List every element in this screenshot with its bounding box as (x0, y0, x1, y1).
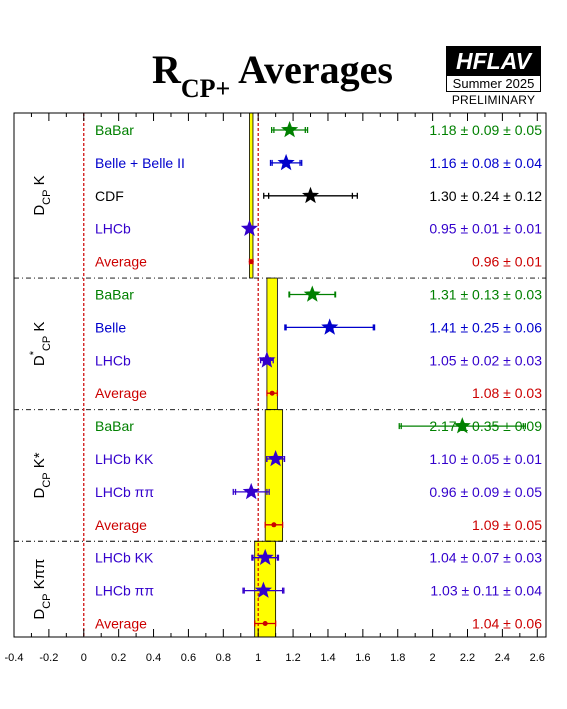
data-point (256, 548, 274, 565)
row-value: 0.96 ± 0.01 (472, 254, 542, 270)
title-main: R (152, 47, 181, 92)
x-tick-label: 1.6 (355, 652, 370, 664)
row-label: LHCb ππ (95, 583, 154, 599)
row-value: 1.08 ± 0.03 (472, 385, 542, 401)
data-point (258, 351, 276, 368)
data-point (262, 621, 268, 626)
row-value: 0.95 ± 0.01 ± 0.01 (429, 221, 542, 237)
row-label: Average (95, 254, 147, 270)
row-value: 0.96 ± 0.09 ± 0.05 (429, 484, 542, 500)
group-label: DCP Kππ (31, 559, 53, 620)
logo-name: HFLAV (446, 46, 541, 76)
group-label: DCP K* (31, 452, 53, 498)
data-point (269, 390, 275, 396)
row-label: Belle (95, 319, 126, 335)
row-value: 1.05 ± 0.02 ± 0.03 (429, 352, 542, 368)
data-point (321, 318, 339, 335)
row-value: 1.30 ± 0.24 ± 0.12 (429, 188, 542, 204)
x-tick-label: 0.6 (181, 652, 196, 664)
row-value: 1.10 ± 0.05 ± 0.01 (429, 451, 542, 467)
average-band (264, 409, 284, 542)
row-label: Belle + Belle II (95, 155, 185, 171)
row-label: BaBar (95, 287, 134, 303)
row-label: LHCb KK (95, 550, 154, 566)
data-point (303, 285, 321, 302)
row-value: 1.09 ± 0.05 (472, 517, 542, 533)
logo-edition: Summer 2025 (446, 76, 541, 92)
x-tick-label: 1.2 (285, 652, 300, 664)
row-label: Average (95, 385, 147, 401)
row-value: 1.41 ± 0.25 ± 0.06 (429, 319, 542, 335)
row-label: LHCb ππ (95, 484, 154, 500)
x-tick-label: 2.6 (530, 652, 545, 664)
x-tick-label: -0.4 (5, 652, 24, 664)
x-tick-label: 2.4 (495, 652, 510, 664)
row-label: LHCb (95, 221, 131, 237)
title-rest: Averages (230, 47, 393, 92)
x-tick-label: 2 (430, 652, 436, 664)
data-point (302, 186, 320, 204)
average-band (266, 277, 278, 411)
row-label: Average (95, 517, 147, 533)
logo-status: PRELIMINARY (451, 93, 536, 107)
row-label: BaBar (95, 122, 134, 138)
data-point (248, 259, 254, 265)
data-point (267, 450, 285, 467)
x-tick-label: 0.4 (146, 652, 161, 664)
group-label: DCP K (31, 175, 53, 215)
data-point (242, 482, 260, 500)
average-band (249, 112, 254, 279)
row-label: BaBar (95, 418, 134, 434)
hflav-logo: HFLAV Summer 2025 PRELIMINARY (446, 46, 541, 107)
row-value: 1.16 ± 0.08 ± 0.04 (429, 155, 542, 171)
row-value: 1.04 ± 0.06 (472, 616, 542, 632)
row-value: 1.04 ± 0.07 ± 0.03 (429, 550, 542, 566)
row-value: 1.18 ± 0.09 ± 0.05 (429, 122, 542, 138)
row-label: Average (95, 616, 147, 632)
x-tick-label: 2.2 (460, 652, 475, 664)
x-tick-label: -0.2 (39, 652, 58, 664)
chart-title: RCP+ Averages (152, 47, 393, 102)
row-value: 1.31 ± 0.13 ± 0.03 (429, 287, 542, 303)
data-point (281, 121, 299, 138)
x-tick-label: 0.2 (111, 652, 126, 664)
x-tick-label: 1.4 (320, 652, 335, 664)
row-label: LHCb (95, 352, 131, 368)
data-point (254, 581, 272, 598)
x-tick-label: 0 (81, 652, 87, 664)
plot-frame (13, 112, 547, 638)
row-label: LHCb KK (95, 451, 154, 467)
data-point (271, 522, 277, 528)
x-tick-label: 1.8 (390, 652, 405, 664)
data-point (240, 219, 258, 236)
data-point (453, 417, 471, 434)
data-point (277, 153, 295, 171)
x-tick-label: 1 (255, 652, 261, 664)
x-tick-label: 0.8 (216, 652, 231, 664)
row-label: CDF (95, 188, 124, 204)
row-value: 1.03 ± 0.11 ± 0.04 (430, 583, 542, 599)
title-subscript: CP+ (180, 74, 231, 103)
group-label: D*CP K (28, 322, 53, 367)
